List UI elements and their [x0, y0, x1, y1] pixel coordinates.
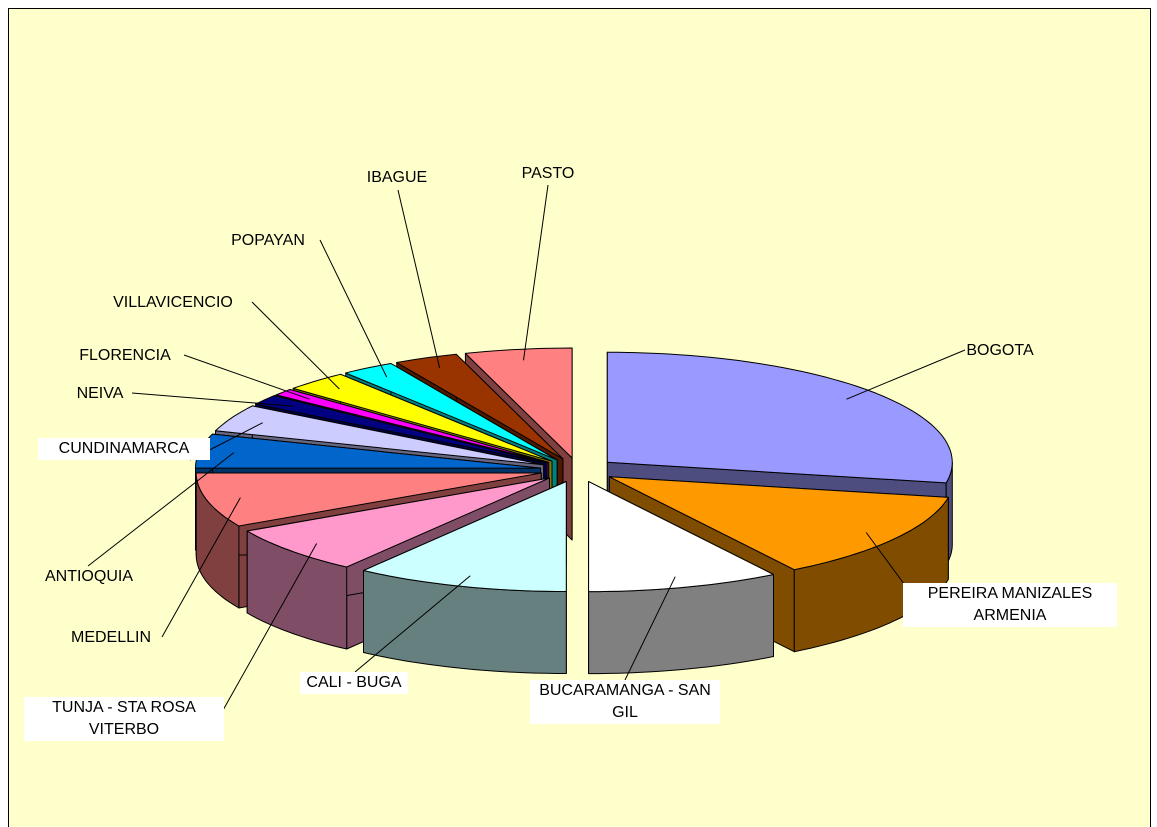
slice-label: CUNDINAMARCA	[38, 438, 210, 460]
slice-label: CALI - BUGA	[300, 672, 408, 694]
slice-label: BUCARAMANGA - SAN GIL	[530, 680, 720, 724]
leader-line	[846, 349, 966, 400]
leader-line	[319, 239, 388, 378]
slice-label: POPAYAN	[231, 232, 305, 249]
slice	[363, 481, 567, 592]
slice	[292, 373, 553, 462]
slice-label: MEDELLIN	[70, 629, 152, 646]
leader-line	[131, 392, 293, 407]
slice-label: ANTIOQUIA	[44, 568, 133, 585]
leader-line	[221, 543, 318, 713]
leader-line	[183, 354, 310, 400]
leader-line	[523, 184, 549, 361]
slice	[606, 351, 953, 484]
leader-line	[251, 301, 340, 390]
slice	[396, 353, 564, 460]
leader-line	[624, 576, 676, 681]
slice-label: VILLAVICENCIO	[113, 294, 233, 311]
slice-label: NEIVA	[76, 385, 124, 402]
slice	[255, 395, 548, 464]
slice-label: BOGOTA	[966, 342, 1034, 359]
slice-label: FLORENCIA	[79, 347, 171, 364]
leader-line	[354, 575, 471, 673]
leader-line	[397, 189, 441, 369]
slice	[345, 363, 558, 461]
slice	[195, 472, 542, 527]
slice	[275, 389, 550, 463]
slice-label: TUNJA - STA ROSA VITERBO	[24, 697, 224, 741]
leader-line	[161, 497, 241, 638]
slice	[588, 481, 774, 593]
leader-line	[87, 452, 235, 567]
slice-label: IBAGUE	[366, 169, 428, 186]
slice	[464, 347, 573, 459]
slice-label: PASTO	[521, 165, 575, 182]
slice	[608, 476, 949, 571]
slice-label: PEREIRA MANIZALES ARMENIA	[903, 583, 1117, 627]
leader-line	[865, 532, 911, 593]
slice	[215, 405, 545, 466]
slice	[246, 477, 550, 568]
